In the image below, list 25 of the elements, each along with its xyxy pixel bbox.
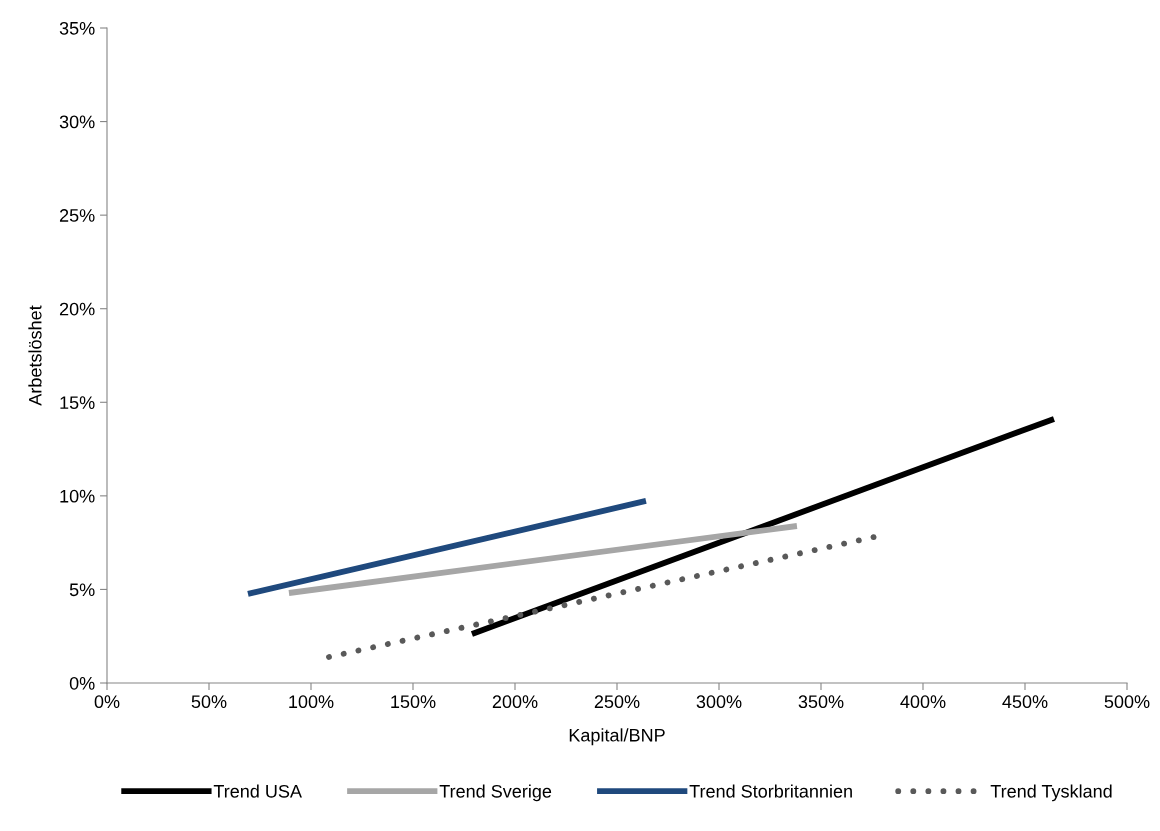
x-tick-label: 0%: [94, 695, 120, 709]
x-tick-label: 300%: [696, 695, 742, 709]
x-tick-label: 150%: [391, 695, 436, 709]
y-tick-label: 5%: [69, 583, 95, 597]
y-tick-label: 0%: [69, 676, 95, 690]
y-tick-label: 10%: [60, 489, 95, 503]
legend-label: Trend Storbritannien: [689, 784, 852, 798]
x-axis-title: Kapital/BNP: [569, 728, 665, 746]
legend-label: Trend Tyskland: [990, 784, 1112, 802]
y-axis-title: Arbetslöshet: [28, 305, 42, 406]
x-tick-label: 250%: [594, 695, 640, 709]
x-tick-label: 200%: [492, 695, 538, 709]
legend-label: Trend Sverige: [439, 784, 552, 802]
x-tick-label: 50%: [191, 695, 227, 709]
x-tick-label: 450%: [1002, 695, 1048, 709]
x-tick-label: 100%: [289, 695, 334, 709]
x-tick-label: 500%: [1104, 695, 1150, 709]
x-tick-label: 400%: [900, 695, 946, 709]
legend-label: Trend USA: [213, 784, 302, 798]
y-tick-label: 25%: [59, 209, 95, 222]
y-tick-label: 30%: [59, 115, 95, 129]
x-tick-label: 350%: [798, 695, 844, 709]
y-tick-label: 15%: [60, 396, 95, 410]
y-tick-label: 20%: [59, 302, 95, 316]
y-tick-label: 35%: [59, 21, 95, 35]
